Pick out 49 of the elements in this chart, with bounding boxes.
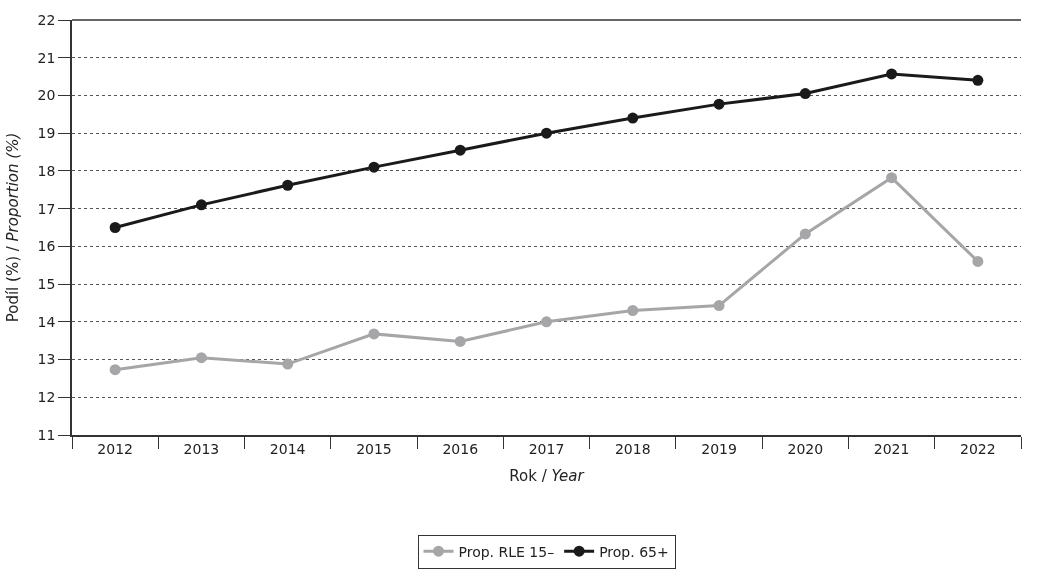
point	[972, 74, 984, 86]
point	[627, 305, 639, 316]
x-tick-label: 2017	[528, 440, 565, 457]
point	[109, 364, 121, 376]
y-tick-label: 13	[37, 351, 56, 368]
point	[799, 228, 811, 240]
y-tick-label: 19	[37, 125, 56, 142]
point	[972, 255, 984, 267]
x-tick-label: 2018	[614, 440, 651, 457]
point	[368, 328, 380, 340]
point	[799, 88, 811, 100]
point	[109, 222, 121, 233]
x-tick-label: 2013	[183, 440, 220, 457]
point	[195, 199, 207, 211]
point	[454, 335, 466, 347]
y-tick-label: 20	[37, 87, 56, 104]
y-tick-label: 15	[37, 275, 56, 292]
point	[627, 112, 639, 124]
x-axis-title: Rok / Year	[509, 467, 585, 486]
point	[195, 352, 207, 364]
point	[282, 179, 294, 191]
point	[368, 161, 380, 173]
point	[713, 300, 725, 312]
x-tick-label: 2016	[442, 440, 479, 457]
x-tick-label: 2019	[701, 440, 737, 457]
x-tick-label: 2020	[787, 440, 824, 457]
y-tick-label: 11	[37, 426, 56, 443]
y-axis-title: Podíl (%) / Proportion (%)	[4, 132, 23, 323]
x-tick-label: 2012	[97, 440, 133, 457]
y-tick-label: 22	[37, 11, 56, 28]
point	[541, 127, 552, 139]
point	[541, 316, 552, 328]
legend-label: Prop. 65+	[599, 543, 669, 560]
y-tick-label: 21	[37, 49, 56, 66]
y-tick-label: 16	[37, 238, 56, 255]
point	[886, 68, 898, 80]
legend-label: Prop. RLE 15–	[458, 543, 555, 560]
point	[713, 98, 725, 110]
x-tick-label: 2014	[269, 440, 306, 457]
point	[282, 358, 294, 370]
y-tick-label: 18	[37, 162, 56, 179]
y-tick-label: 14	[37, 313, 56, 330]
y-tick-label: 17	[37, 200, 56, 217]
x-tick-label: 2022	[960, 440, 996, 457]
x-tick-label: 2015	[356, 440, 392, 457]
y-tick-label: 12	[37, 389, 56, 406]
point	[886, 172, 898, 184]
point	[454, 144, 466, 156]
x-tick-label: 2021	[873, 440, 910, 457]
